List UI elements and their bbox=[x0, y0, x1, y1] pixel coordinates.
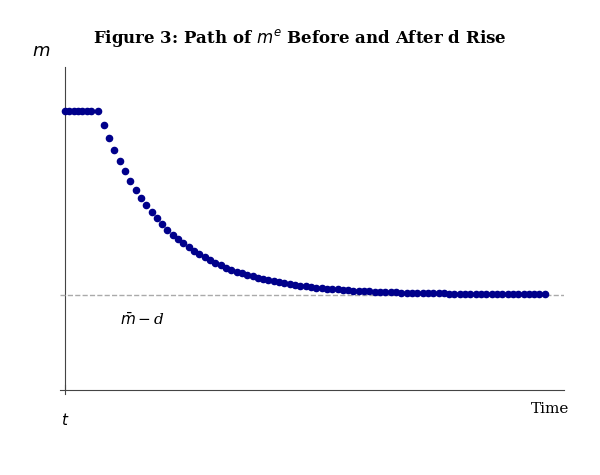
Point bbox=[492, 290, 502, 298]
Point bbox=[540, 291, 550, 298]
Point bbox=[529, 290, 539, 298]
Point bbox=[216, 262, 226, 269]
Point bbox=[226, 266, 236, 274]
Point bbox=[296, 282, 305, 290]
Point bbox=[306, 283, 316, 291]
Point bbox=[333, 285, 343, 293]
Point bbox=[136, 194, 146, 201]
Point bbox=[259, 276, 268, 283]
Point bbox=[168, 231, 178, 238]
Point bbox=[147, 208, 157, 216]
Point bbox=[445, 290, 454, 297]
Point bbox=[343, 286, 353, 294]
Point bbox=[466, 290, 475, 298]
Point bbox=[328, 285, 337, 293]
Point bbox=[375, 288, 385, 295]
Point bbox=[524, 290, 533, 298]
Point bbox=[211, 259, 220, 266]
Point bbox=[157, 220, 167, 228]
Point bbox=[99, 121, 109, 129]
Point bbox=[497, 290, 507, 298]
Point bbox=[370, 288, 380, 295]
Point bbox=[514, 290, 523, 298]
Point bbox=[317, 285, 326, 292]
Point bbox=[434, 290, 443, 297]
Point bbox=[69, 107, 79, 114]
Point bbox=[487, 290, 496, 298]
Point bbox=[120, 168, 130, 175]
Point bbox=[460, 290, 470, 297]
Point bbox=[280, 279, 289, 287]
Point bbox=[253, 274, 263, 282]
Point bbox=[73, 107, 83, 114]
Point bbox=[471, 290, 481, 298]
Point bbox=[221, 264, 231, 271]
Point bbox=[125, 177, 135, 185]
Text: $m$: $m$ bbox=[32, 42, 50, 60]
Point bbox=[60, 107, 70, 114]
Point bbox=[189, 247, 199, 255]
Point bbox=[402, 289, 412, 296]
Point bbox=[301, 283, 310, 290]
Point bbox=[77, 107, 87, 114]
Point bbox=[200, 254, 209, 261]
Point bbox=[242, 271, 252, 279]
Point bbox=[104, 134, 114, 142]
Point bbox=[142, 201, 151, 209]
Point bbox=[86, 107, 96, 114]
Point bbox=[439, 290, 449, 297]
Point bbox=[397, 289, 406, 296]
Point bbox=[237, 269, 247, 277]
Point bbox=[82, 107, 92, 114]
Point bbox=[380, 288, 390, 296]
Point bbox=[232, 268, 241, 276]
Point bbox=[94, 107, 103, 114]
Point bbox=[248, 273, 257, 280]
Point bbox=[263, 276, 273, 284]
Point bbox=[391, 289, 401, 296]
Point bbox=[412, 289, 422, 297]
Text: $t$: $t$ bbox=[61, 412, 69, 428]
Point bbox=[482, 290, 491, 298]
Point bbox=[455, 290, 464, 297]
Point bbox=[115, 157, 124, 165]
Point bbox=[184, 244, 194, 251]
Point bbox=[163, 226, 172, 233]
Point bbox=[386, 288, 395, 296]
Point bbox=[274, 279, 284, 286]
Point bbox=[311, 284, 321, 291]
Point bbox=[290, 281, 300, 289]
Point bbox=[449, 290, 459, 297]
Point bbox=[407, 289, 417, 297]
Point bbox=[418, 289, 427, 297]
Point bbox=[359, 287, 369, 295]
Point bbox=[338, 286, 347, 294]
Point bbox=[503, 290, 512, 298]
Point bbox=[205, 256, 215, 264]
Point bbox=[173, 236, 183, 243]
Point bbox=[64, 107, 74, 114]
Point bbox=[322, 285, 332, 293]
Point bbox=[508, 290, 518, 298]
Text: $\bar{m}-$d: $\bar{m}-$d bbox=[120, 312, 165, 328]
Point bbox=[535, 290, 544, 298]
Point bbox=[349, 287, 358, 294]
Point bbox=[110, 146, 119, 154]
Point bbox=[285, 280, 295, 288]
Point bbox=[354, 287, 364, 294]
Point bbox=[423, 289, 433, 297]
Text: Figure 3: Path of $m^e$ Before and After d Rise: Figure 3: Path of $m^e$ Before and After… bbox=[93, 27, 507, 49]
Point bbox=[269, 277, 278, 285]
Point bbox=[428, 289, 438, 297]
Point bbox=[194, 250, 204, 258]
Point bbox=[152, 215, 161, 222]
Point bbox=[179, 239, 188, 247]
Point bbox=[519, 290, 529, 298]
Point bbox=[365, 287, 374, 295]
Text: Time: Time bbox=[530, 402, 569, 416]
Point bbox=[476, 290, 486, 298]
Point bbox=[131, 186, 140, 193]
